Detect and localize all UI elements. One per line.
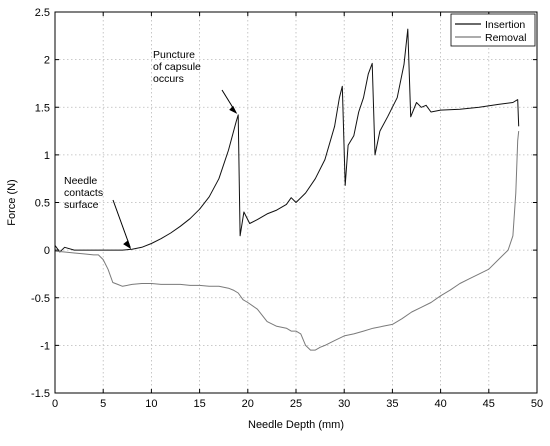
x-tick-label: 25	[290, 398, 302, 410]
annotation-line: surface	[64, 199, 99, 211]
annotation-line: of capsule	[153, 61, 201, 73]
x-tick-label: 20	[242, 398, 254, 410]
x-axis-title: Needle Depth (mm)	[248, 419, 344, 431]
legend: Insertion Removal	[450, 13, 536, 47]
series-removal-line	[54, 131, 520, 351]
series-insertion-line	[54, 28, 520, 253]
legend-box	[450, 13, 536, 47]
y-tick-label: -1.5	[31, 388, 50, 400]
y-tick-label: 0	[44, 245, 50, 257]
y-tick-label: 1	[44, 150, 50, 162]
annotation-line: contacts	[64, 187, 103, 199]
y-axis-title: Force (N)	[6, 179, 18, 225]
annotation-line: Puncture	[153, 49, 195, 61]
x-tick-label: 10	[145, 398, 157, 410]
series-lines	[54, 28, 520, 351]
x-tick-label: 5	[100, 398, 106, 410]
annotation-arrowhead-puncture	[229, 105, 238, 114]
x-tick-label: 30	[338, 398, 350, 410]
x-tick-label: 40	[434, 398, 446, 410]
x-tick-label: 0	[52, 398, 58, 410]
annotation-line: occurs	[153, 73, 184, 85]
annotation-line: Needle	[64, 175, 97, 187]
annotation-arrow-needle	[112, 199, 131, 248]
y-tick-label: 0.5	[35, 198, 50, 210]
y-tick-label: 2	[44, 55, 50, 67]
annotation-needle: Needle contacts surface	[64, 175, 103, 211]
annotations: Puncture of capsule occurs Needle contacts su…	[64, 49, 238, 250]
annotation-puncture: Puncture of capsule occurs	[153, 49, 201, 85]
x-tick-labels: 0 5 10 15 20 25 30 35 40 45 50	[52, 398, 543, 410]
x-tick-label: 45	[483, 398, 495, 410]
x-tick-label: 15	[193, 398, 205, 410]
x-tick-label: 35	[386, 398, 398, 410]
y-tick-label: -1	[40, 340, 50, 352]
y-tick-label: 2.5	[35, 7, 50, 19]
axis-ticks	[54, 11, 538, 394]
legend-label-removal: Removal	[485, 32, 526, 44]
annotation-arrowhead-needle	[123, 240, 132, 250]
y-tick-label: -0.5	[31, 293, 50, 305]
y-tick-labels: 2.5 2 1.5 1 0.5 0 -0.5 -1 -1.5	[31, 7, 50, 400]
x-tick-label: 50	[531, 398, 543, 410]
y-tick-label: 1.5	[35, 102, 50, 114]
legend-label-insertion: Insertion	[485, 19, 525, 31]
